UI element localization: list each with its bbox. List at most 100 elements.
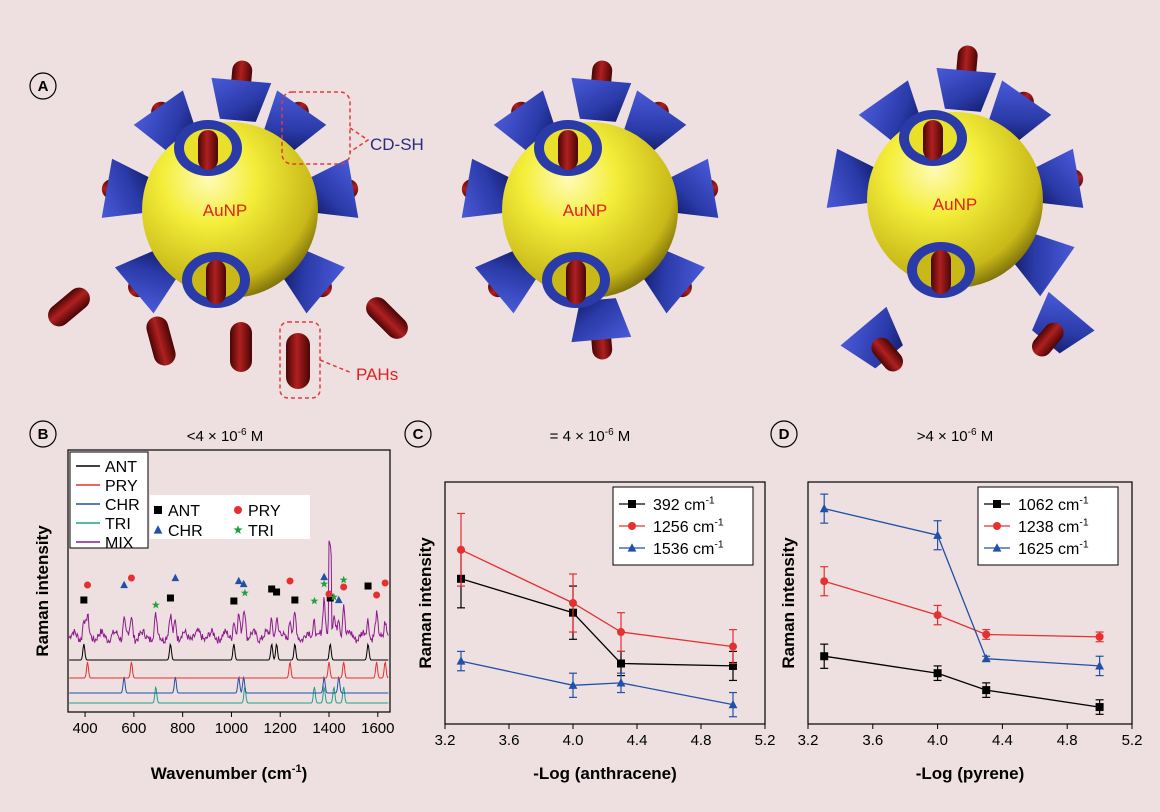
peak-marker-chr [171,573,180,582]
x-tick-label: 5.2 [755,732,776,749]
cd-cone [936,45,997,112]
panel-c-label: C [404,420,432,448]
cd-cone [989,80,1052,141]
x-tick-label: 400 [73,720,98,737]
legend-marker [628,522,636,530]
nanoparticle-2: AuNP [461,60,719,360]
data-point [819,503,829,513]
line-legend-box [69,451,149,549]
x-axis-label: Wavenumber (cm-1) [151,763,308,783]
data-point [729,661,737,670]
x-tick-label: 800 [170,720,195,737]
series-1238 [820,566,1104,643]
peak-marker-pry [381,579,389,587]
free-cd-cone [1032,291,1095,357]
spectrum-ant [69,642,389,661]
peak-marker-chr [334,595,343,604]
cd-cone [114,250,177,314]
nanoparticle-3: AuNP [826,45,1084,298]
chart-d-pyrene: 3.2 3.6 4.0 4.4 4.8 5.2 -Log (pyrene) Raman int… [779,481,1143,783]
data-point [982,630,991,639]
legend-marker-label-tri: TRI [248,523,274,540]
pah-rod [146,316,176,366]
legend-marker [993,500,1001,508]
x-tick-label: 4.8 [691,732,712,749]
condition-label-3: >4 × 10-6 M [917,427,993,445]
peak-marker-chr [120,580,128,589]
legend-label-chr: CHR [105,497,140,514]
peak-marker-ant [326,594,334,602]
cd-ring-top [899,110,967,166]
cd-cone [283,250,346,314]
data-point [933,530,942,539]
x-tick-label: 1600 [361,720,394,737]
data-point [1095,703,1104,712]
aunp-label: AuNP [933,195,977,214]
peak-marker-ant [230,597,238,605]
peak-marker-ant [268,585,276,593]
legend-marker-ant [154,506,162,514]
series-1625 [819,493,1104,677]
series-1256 [457,512,737,665]
panel-a-label: A [29,72,57,100]
spectrum-mix [68,540,389,645]
condition-label-1: <4 × 10-6 M [187,427,263,445]
condition-label-2: = 4 × 10-6 M [550,427,631,445]
spectrum-chr [69,675,389,694]
legend-label-ant: ANT [105,459,137,476]
legend-label: 1625 cm-1 [1018,540,1089,558]
legend-marker-pry [234,506,242,514]
peak-marker-tri [310,596,319,605]
plot-frame [67,449,391,713]
legend-marker-chr [153,525,163,534]
series-line [824,507,1100,667]
data-point [457,545,465,554]
data-point [1095,661,1104,670]
x-tick-label: 5.2 [1122,732,1143,749]
peak-marker-ant [364,582,372,590]
peak-marker-pry [127,574,135,582]
legend-marker-tri [233,525,243,534]
data-point [616,678,626,687]
legend-label-mix: MIX [105,535,134,552]
peak-marker-pry [340,583,348,591]
peak-marker-ant [273,588,281,596]
x-tick-label: 600 [121,720,146,737]
x-tick-label: 4.0 [927,732,948,749]
spectrum-tri [69,685,389,704]
peak-marker-tri [339,575,348,584]
cd-cone [624,90,687,151]
x-tick-label: 3.6 [862,732,883,749]
cd-ring-bottom [907,242,975,298]
cd-cone [461,158,510,218]
peak-marker-ant [166,594,174,602]
x-tick-label: 4.4 [627,732,648,749]
legend-marker-label-ant: ANT [168,503,200,520]
data-point [568,680,578,689]
x-tick-label: 1400 [312,720,345,737]
data-point [456,656,466,665]
pah-rod [366,297,408,339]
legend-marker [993,522,1001,530]
cd-sh-callout: CD-SH [281,91,424,165]
panel-b-label: B [29,420,57,448]
cd-cone [571,60,632,122]
cd-cone [101,158,150,218]
data-point [1095,632,1104,641]
series-line [824,655,1100,708]
series-line [824,580,1100,638]
series-392 [457,549,737,682]
cd-ring-top [174,120,242,176]
data-point [728,699,738,709]
legend-marker [992,543,1002,552]
svg-text:B: B [38,426,49,443]
x-tick-label: 3.2 [435,732,456,749]
x-tick-label: 3.6 [499,732,520,749]
peak-marker-ant [291,596,299,604]
peak-marker-ant [80,596,88,604]
cd-cone [1035,148,1084,208]
legend-marker-label-chr: CHR [168,523,203,540]
cd-ring-top [534,120,602,176]
legend-label-tri: TRI [105,516,131,533]
